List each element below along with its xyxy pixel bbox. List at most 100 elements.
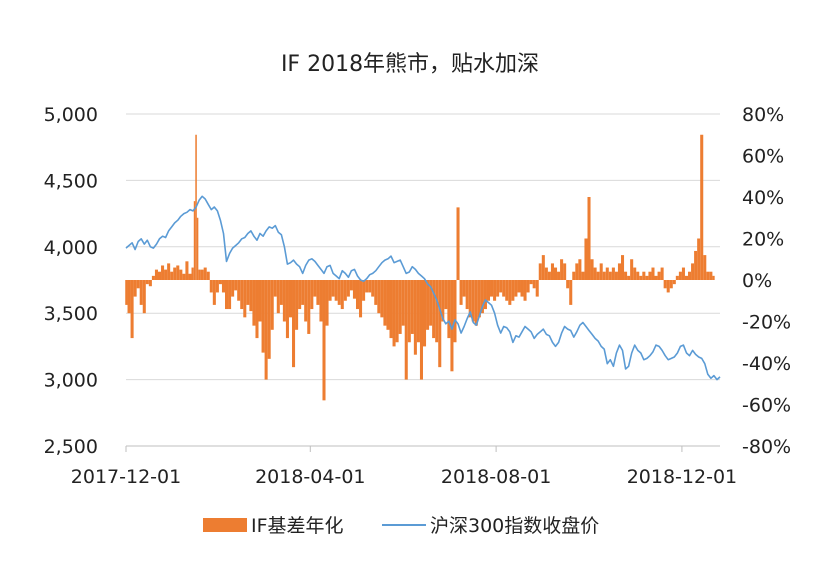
basis-point [502, 280, 506, 297]
basis-point [526, 280, 530, 293]
legend: IF基差年化 沪深300指数收盘价 [203, 515, 599, 537]
basis-point [633, 267, 637, 280]
basis-point [581, 271, 585, 280]
basis-point [173, 267, 177, 280]
basis-point [493, 280, 497, 301]
right-tick-label-4: 0% [742, 270, 772, 292]
basis-point [688, 271, 692, 280]
basis-point [517, 280, 521, 293]
basis-point [675, 275, 679, 280]
basis-point [225, 280, 229, 310]
basis-point [304, 280, 308, 322]
basis-point [362, 280, 366, 301]
basis-point [438, 280, 442, 368]
chart-title: IF 2018年熊市，贴水加深 [281, 52, 539, 77]
basis-point [669, 280, 673, 289]
basis-point [270, 280, 274, 330]
basis-point [136, 280, 140, 289]
basis-point [133, 280, 137, 297]
basis-point [465, 280, 469, 310]
legend-index-label: 沪深300指数收盘价 [430, 515, 599, 537]
basis-point [243, 280, 247, 318]
basis-point [541, 255, 545, 280]
basis-point [599, 263, 603, 280]
basis-point [127, 280, 131, 314]
basis-point [368, 280, 372, 293]
basis-point [590, 259, 594, 280]
basis-point [483, 280, 487, 310]
basis-point [148, 280, 152, 287]
basis-point [532, 280, 536, 289]
basis-point [125, 280, 128, 305]
basis-point [267, 280, 271, 359]
basis-point [575, 263, 579, 280]
left-tick-label-4: 3,000 [44, 370, 98, 392]
basis-point [355, 280, 360, 310]
basis-point [237, 280, 241, 301]
basis-point [642, 271, 646, 280]
basis-point [499, 280, 503, 293]
basis-point [249, 280, 253, 312]
right-tick-label-0: 80% [742, 104, 784, 126]
left-tick-label-3: 3,500 [44, 303, 98, 325]
basis-point [395, 280, 399, 343]
basis-point [508, 280, 512, 305]
basis-point [374, 280, 378, 305]
basis-point [261, 280, 265, 353]
basis-point [520, 280, 524, 297]
basis-point [151, 275, 155, 280]
basis-point [392, 280, 396, 347]
basis-point [389, 280, 393, 339]
basis-point [288, 280, 293, 318]
basis-point [678, 271, 682, 280]
basis-point [292, 280, 296, 368]
basis-point [529, 280, 533, 285]
basis-point [553, 267, 558, 280]
basis-point [666, 280, 670, 293]
basis-point [255, 280, 259, 339]
basis-point [383, 280, 387, 326]
basis-point [161, 265, 165, 280]
basis-point [700, 134, 704, 280]
basis-point [413, 280, 417, 355]
basis-point [703, 255, 707, 280]
basis-point [228, 280, 232, 310]
basis-point [514, 280, 518, 297]
basis-point [511, 280, 515, 301]
basis-point [547, 271, 551, 280]
left-tick-label-0: 5,000 [44, 104, 98, 126]
basis-point [206, 271, 210, 280]
basis-point [584, 238, 588, 280]
basis-point [490, 280, 494, 297]
basis-point [215, 280, 219, 293]
basis-point [264, 280, 268, 380]
basis-point [170, 271, 174, 280]
right-tick-label-1: 60% [742, 146, 784, 168]
basis-point [681, 267, 685, 280]
left-axis-ticks: 5,000 4,500 4,000 3,500 3,000 2,500 [44, 104, 98, 458]
basis-point [282, 280, 286, 322]
right-tick-label-3: 20% [742, 229, 784, 251]
basis-point [684, 275, 689, 280]
basis-point [432, 280, 436, 339]
basis-point [566, 280, 570, 289]
basis-point [203, 267, 207, 280]
basis-point [441, 280, 445, 322]
right-axis-ticks: 80% 60% 40% 20% 0% -20% -40% -60% -80% [742, 104, 791, 458]
basis-point [285, 280, 289, 339]
basis-point [456, 207, 460, 280]
basis-point [459, 280, 463, 305]
basis-point [557, 271, 561, 280]
basis-point [535, 280, 539, 297]
basis-point [416, 280, 420, 343]
basis-point [200, 269, 204, 280]
basis-point [694, 250, 698, 280]
left-tick-label-2: 4,000 [44, 237, 98, 259]
basis-point [380, 280, 384, 318]
basis-point [157, 271, 162, 280]
basis-point [660, 267, 664, 280]
basis-point [426, 280, 430, 330]
basis-point [130, 280, 134, 339]
basis-point [167, 263, 171, 280]
